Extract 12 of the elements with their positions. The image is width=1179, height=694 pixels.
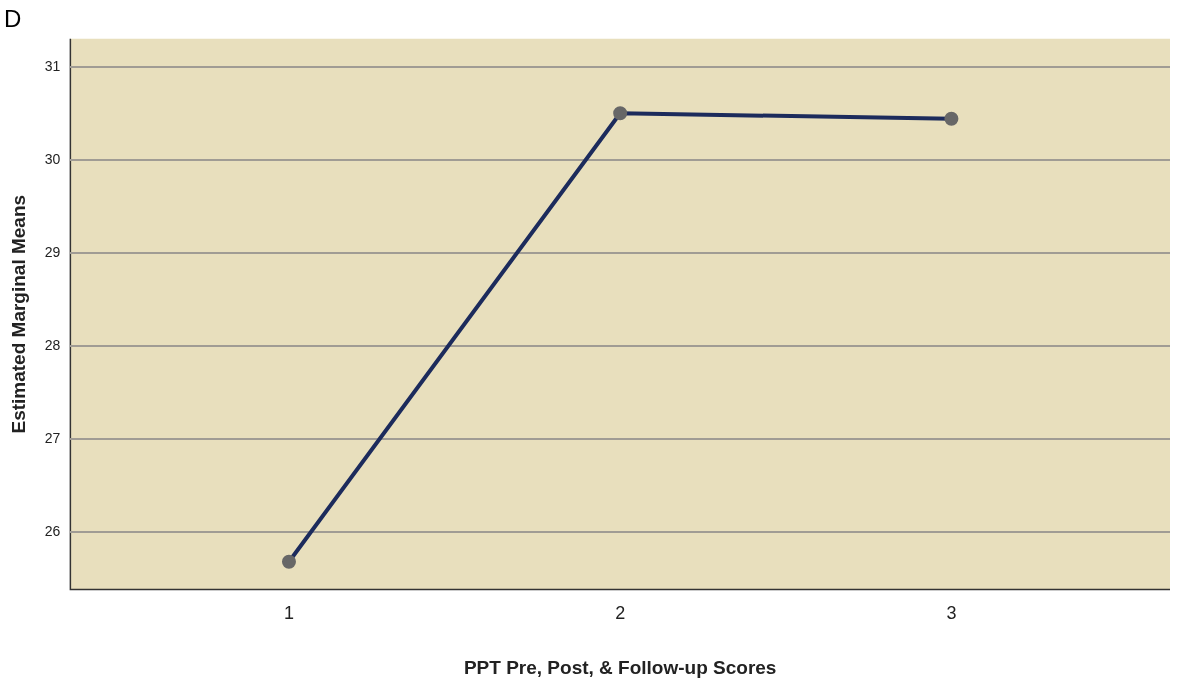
chart-title: D bbox=[4, 5, 22, 33]
x-tick-label: 3 bbox=[946, 603, 957, 624]
x-tick-label: 1 bbox=[283, 603, 294, 624]
x-axis-title: PPT Pre, Post, & Follow-up Scores bbox=[463, 656, 777, 678]
y-tick-label: 30 bbox=[44, 150, 61, 167]
y-tick-label: 29 bbox=[44, 243, 61, 260]
x-tick-label: 2 bbox=[615, 603, 626, 624]
y-tick-label: 27 bbox=[44, 429, 61, 446]
y-tick-label: 28 bbox=[44, 336, 61, 353]
y-tick-label: 26 bbox=[44, 522, 61, 539]
y-axis-title: Estimated Marginal Means bbox=[7, 194, 29, 434]
y-tick-label: 31 bbox=[44, 57, 61, 74]
